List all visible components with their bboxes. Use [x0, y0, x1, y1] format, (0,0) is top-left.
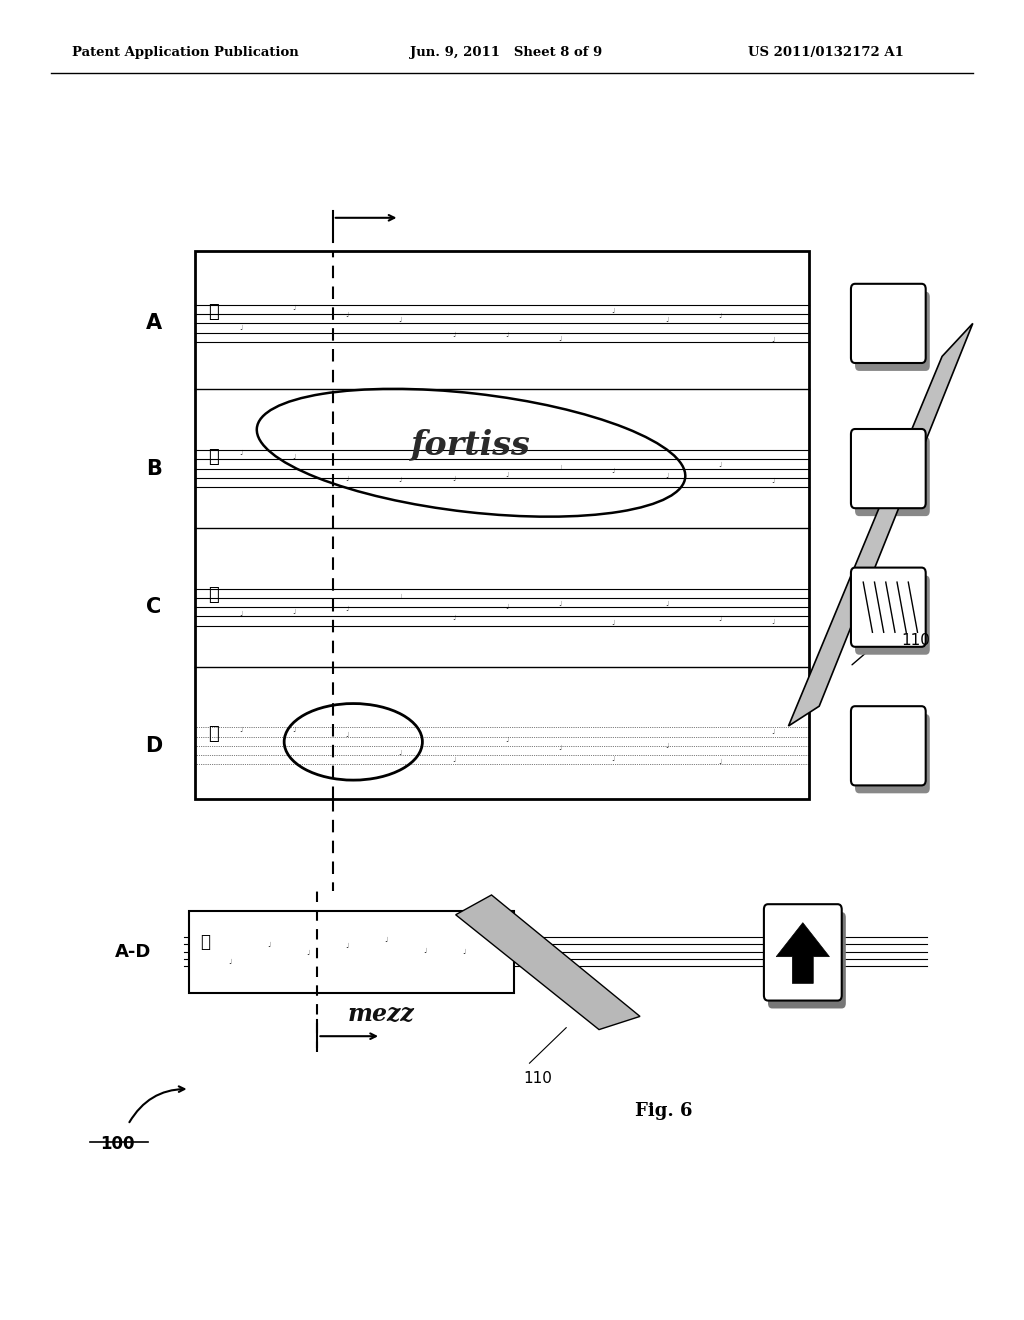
Text: ♩: ♩ [452, 333, 456, 338]
Text: ♩: ♩ [292, 305, 296, 312]
FancyBboxPatch shape [851, 568, 926, 647]
Text: ♩: ♩ [239, 611, 243, 618]
Text: A-D: A-D [115, 942, 152, 961]
Polygon shape [788, 323, 973, 726]
Text: ♩: ♩ [239, 727, 243, 734]
Text: ♩: ♩ [452, 477, 456, 483]
Text: Patent Application Publication: Patent Application Publication [72, 46, 298, 59]
Text: ♩: ♩ [239, 450, 243, 455]
Text: ♩: ♩ [558, 744, 562, 751]
Text: ♩: ♩ [665, 317, 669, 323]
Text: ♩: ♩ [611, 467, 615, 474]
FancyBboxPatch shape [764, 904, 842, 1001]
Text: B: B [145, 458, 162, 479]
Bar [189, 911, 514, 993]
Text: ♩: ♩ [558, 601, 562, 607]
FancyBboxPatch shape [851, 429, 926, 508]
FancyBboxPatch shape [768, 912, 846, 1008]
Text: ♩: ♩ [345, 733, 349, 738]
Text: ♩: ♩ [398, 750, 402, 755]
FancyBboxPatch shape [851, 706, 926, 785]
Text: ♩: ♩ [384, 937, 388, 944]
Text: ♩: ♩ [462, 949, 466, 954]
Text: ♩: ♩ [228, 958, 232, 965]
Text: ♩: ♩ [345, 606, 349, 611]
Text: ♩: ♩ [423, 948, 427, 954]
Text: 110: 110 [901, 632, 930, 648]
Text: US 2011/0132172 A1: US 2011/0132172 A1 [748, 46, 903, 59]
Text: ♩: ♩ [398, 477, 402, 483]
Text: ♩: ♩ [665, 473, 669, 479]
Text: ♩: ♩ [505, 333, 509, 338]
Text: Fig. 6: Fig. 6 [635, 1102, 692, 1121]
Text: D: D [145, 735, 162, 756]
Polygon shape [776, 923, 829, 983]
Text: ♩: ♩ [452, 615, 456, 620]
Text: ♩: ♩ [345, 944, 349, 949]
Text: ♩: ♩ [611, 756, 615, 762]
Bar [195, 251, 809, 389]
Text: ♩: ♩ [452, 756, 456, 763]
Text: ♩: ♩ [292, 727, 296, 733]
FancyBboxPatch shape [851, 284, 926, 363]
Text: 100: 100 [100, 1135, 135, 1154]
Text: ♩: ♩ [611, 620, 615, 626]
Text: A: A [145, 313, 162, 334]
Text: 𝄞: 𝄞 [200, 933, 210, 952]
Bar [195, 251, 809, 799]
Text: ♩: ♩ [771, 337, 775, 343]
Text: 𝄞: 𝄞 [208, 725, 218, 743]
Text: ♩: ♩ [267, 942, 271, 948]
FancyBboxPatch shape [855, 576, 930, 655]
Text: mezz: mezz [348, 1002, 415, 1026]
FancyBboxPatch shape [855, 714, 930, 793]
Bar [195, 528, 809, 667]
Text: ♩: ♩ [718, 615, 722, 622]
Text: ♩: ♩ [398, 594, 402, 601]
Text: ♩: ♩ [292, 454, 296, 461]
Polygon shape [456, 895, 640, 1030]
FancyBboxPatch shape [855, 292, 930, 371]
Text: ♩: ♩ [718, 759, 722, 764]
FancyBboxPatch shape [855, 437, 930, 516]
Text: 110: 110 [523, 1071, 552, 1086]
Text: ♩: ♩ [718, 313, 722, 319]
Text: C: C [146, 597, 161, 618]
Text: ♩: ♩ [345, 313, 349, 318]
Text: ♩: ♩ [611, 308, 615, 314]
Text: ♩: ♩ [345, 475, 349, 482]
Text: ♩: ♩ [665, 743, 669, 748]
Text: 𝄞: 𝄞 [208, 447, 218, 466]
Text: ♩: ♩ [505, 603, 509, 610]
Text: ♩: ♩ [665, 601, 669, 606]
Text: ♩: ♩ [558, 465, 562, 471]
Text: ♩: ♩ [505, 737, 509, 742]
Text: 𝄞: 𝄞 [208, 302, 218, 321]
Text: ♩: ♩ [505, 473, 509, 478]
Text: 𝄞: 𝄞 [208, 586, 218, 605]
Text: ♩: ♩ [306, 950, 310, 956]
Text: ♩: ♩ [771, 478, 775, 484]
Text: ♩: ♩ [239, 325, 243, 331]
Text: ♩: ♩ [771, 619, 775, 626]
Text: ♩: ♩ [398, 317, 402, 323]
Text: fortiss: fortiss [412, 428, 530, 461]
Text: ♩: ♩ [718, 462, 722, 467]
Text: ♩: ♩ [771, 729, 775, 735]
Text: ♩: ♩ [558, 335, 562, 342]
Text: Jun. 9, 2011   Sheet 8 of 9: Jun. 9, 2011 Sheet 8 of 9 [410, 46, 602, 59]
Text: ♩: ♩ [292, 609, 296, 615]
